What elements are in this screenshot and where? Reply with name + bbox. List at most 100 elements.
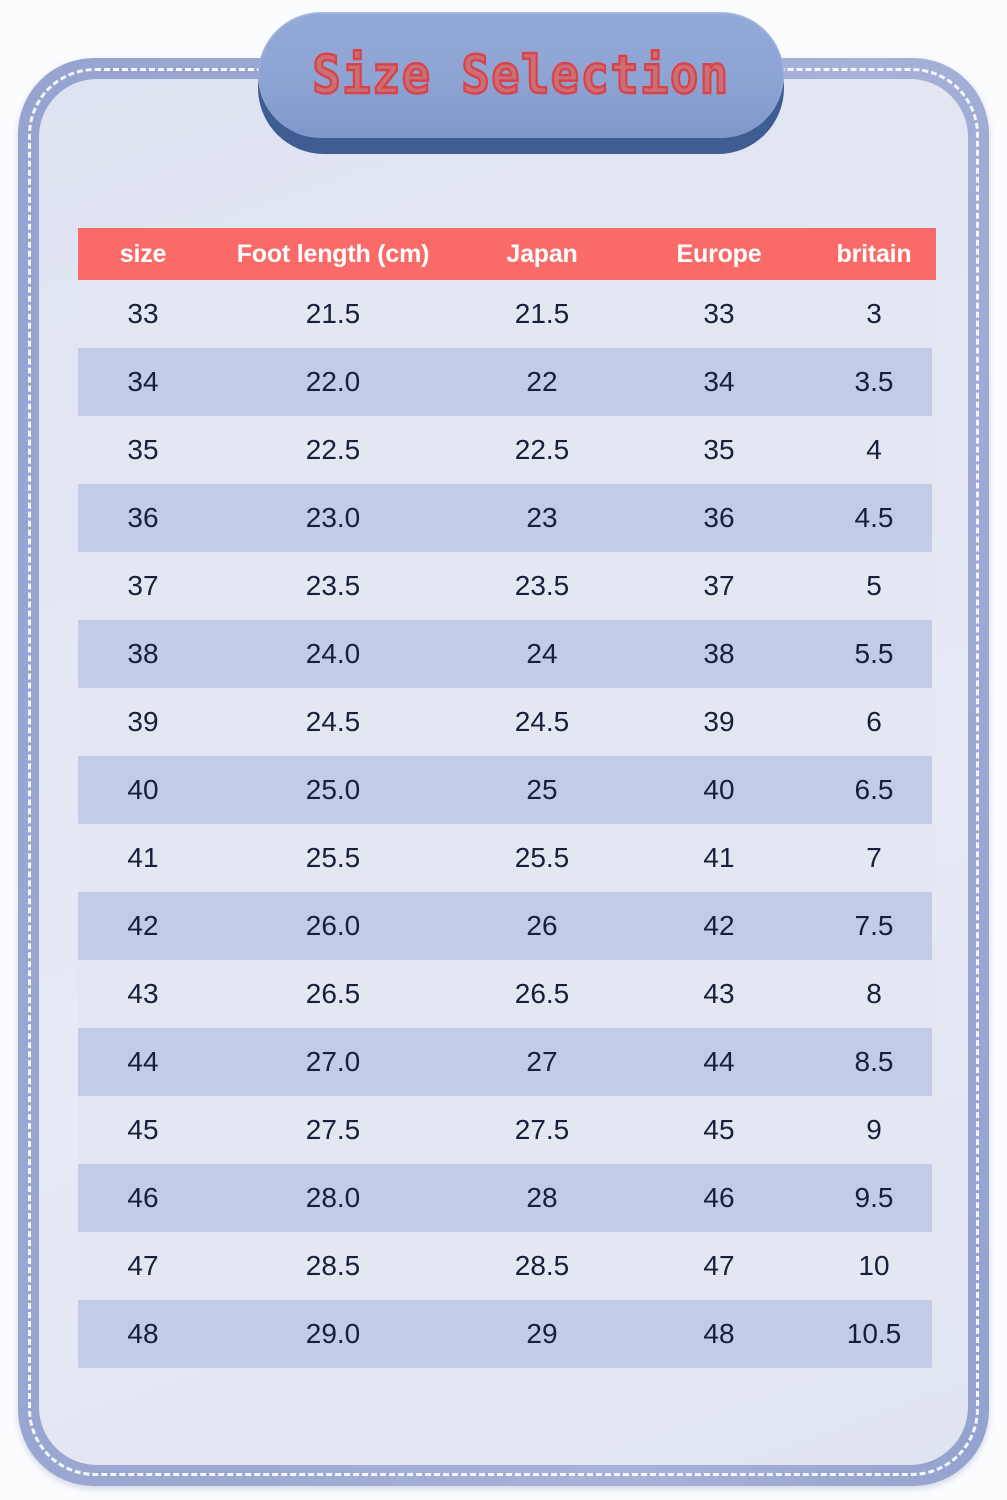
cell-europe: 38 [703,638,735,669]
cell-europe: 34 [703,366,735,397]
cell-size: 46 [127,1182,159,1213]
row-highlight-band [78,484,932,552]
cell-foot: 28.0 [305,1182,361,1213]
cell-foot: 25.5 [305,842,361,873]
column-header-size: size [119,239,167,268]
cell-size: 48 [127,1318,159,1349]
cell-japan: 23.5 [514,570,570,601]
cell-brit: 3.5 [854,366,894,397]
table-row: 45 27.5 27.5 45 9 [78,1096,936,1164]
cell-brit: 5 [866,570,882,601]
column-header-foot-length: Foot length (cm) [236,239,430,268]
title-badge-face: Size Selection [258,12,784,138]
cell-japan: 27.5 [514,1114,570,1145]
table-body: 33 21.5 21.5 33 3 34 22.0 22 34 3.5 35 22.5 22.5 35 4 3… [78,280,936,1368]
cell-japan: 29 [526,1318,558,1349]
table-row: 47 28.5 28.5 47 10 [78,1232,936,1300]
cell-brit: 6.5 [854,774,894,805]
cell-japan: 22.5 [514,434,570,465]
cell-size: 33 [127,298,159,329]
cell-europe: 45 [703,1114,735,1145]
cell-foot: 26.0 [305,910,361,941]
cell-brit: 10.5 [846,1318,902,1349]
cell-size: 45 [127,1114,159,1145]
cell-europe: 47 [703,1250,735,1281]
cell-size: 43 [127,978,159,1009]
cell-foot: 23.5 [305,570,361,601]
cell-europe: 35 [703,434,735,465]
cell-brit: 3 [866,298,882,329]
cell-japan: 23 [526,502,558,533]
table-row: 38 24.0 24 38 5.5 [78,620,936,688]
cell-japan: 27 [526,1046,558,1077]
cell-europe: 46 [703,1182,735,1213]
cell-size: 36 [127,502,159,533]
table-row: 33 21.5 21.5 33 3 [78,280,936,348]
cell-brit: 9 [866,1114,882,1145]
cell-foot: 22.5 [305,434,361,465]
table-row: 44 27.0 27 44 8.5 [78,1028,936,1096]
cell-brit: 7 [866,842,882,873]
cell-japan: 28 [526,1182,558,1213]
cell-foot: 25.0 [305,774,361,805]
table-row: 48 29.0 29 48 10.5 [78,1300,936,1368]
cell-foot: 29.0 [305,1318,361,1349]
cell-europe: 36 [703,502,735,533]
cell-foot: 24.5 [305,706,361,737]
row-highlight-band [78,1300,932,1368]
row-highlight-band [78,756,932,824]
row-highlight-band [78,892,932,960]
table-row: 42 26.0 26 42 7.5 [78,892,936,960]
column-header-japan: Japan [506,239,578,268]
column-header-britain: britain [836,239,912,268]
cell-size: 42 [127,910,159,941]
cell-europe: 37 [703,570,735,601]
cell-size: 44 [127,1046,159,1077]
cell-foot: 28.5 [305,1250,361,1281]
cell-size: 39 [127,706,159,737]
cell-europe: 42 [703,910,735,941]
table-row: 35 22.5 22.5 35 4 [78,416,936,484]
cell-foot: 21.5 [305,298,361,329]
cell-foot: 26.5 [305,978,361,1009]
cell-japan: 22 [526,366,558,397]
cell-japan: 24 [526,638,558,669]
table-row: 39 24.5 24.5 39 6 [78,688,936,756]
cell-foot: 27.5 [305,1114,361,1145]
cell-brit: 8 [866,978,882,1009]
size-conversion-table: size Foot length (cm) Japan Europe brita… [78,228,936,1368]
cell-europe: 33 [703,298,735,329]
cell-size: 41 [127,842,159,873]
cell-size: 34 [127,366,159,397]
cell-europe: 40 [703,774,735,805]
table-row: 37 23.5 23.5 37 5 [78,552,936,620]
table-row: 46 28.0 28 46 9.5 [78,1164,936,1232]
cell-japan: 24.5 [514,706,570,737]
title-badge: Size Selection [258,12,784,154]
cell-brit: 4.5 [854,502,894,533]
row-highlight-band [78,1028,932,1096]
cell-brit: 4 [866,434,882,465]
cell-japan: 25.5 [514,842,570,873]
cell-japan: 21.5 [514,298,570,329]
cell-brit: 8.5 [854,1046,894,1077]
cell-foot: 24.0 [305,638,361,669]
cell-foot: 22.0 [305,366,361,397]
cell-size: 40 [127,774,159,805]
column-header-europe: Europe [676,239,762,268]
page-title: Size Selection [311,43,730,107]
cell-foot: 27.0 [305,1046,361,1077]
cell-size: 35 [127,434,159,465]
cell-brit: 9.5 [854,1182,894,1213]
cell-foot: 23.0 [305,502,361,533]
row-highlight-band [78,348,932,416]
cell-brit: 6 [866,706,882,737]
table-row: 41 25.5 25.5 41 7 [78,824,936,892]
cell-europe: 39 [703,706,735,737]
cell-europe: 48 [703,1318,735,1349]
cell-japan: 28.5 [514,1250,570,1281]
table-row: 43 26.5 26.5 43 8 [78,960,936,1028]
table-row: 34 22.0 22 34 3.5 [78,348,936,416]
cell-size: 38 [127,638,159,669]
cell-brit: 10 [858,1250,890,1281]
